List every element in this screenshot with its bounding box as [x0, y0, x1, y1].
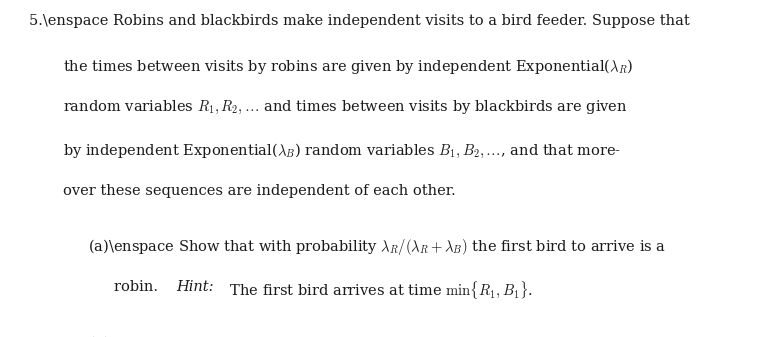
Text: The first bird arrives at time $\min\{R_1, B_1\}$.: The first bird arrives at time $\min\{R_… [225, 280, 533, 301]
Text: robin.: robin. [114, 280, 162, 294]
Text: random variables $R_1, R_2, \ldots$ and times between visits by blackbirds are g: random variables $R_1, R_2, \ldots$ and … [63, 99, 628, 116]
Text: by independent Exponential($\lambda_B$) random variables $B_1, B_2, \ldots$, and: by independent Exponential($\lambda_B$) … [63, 142, 621, 160]
Text: (a)\enspace Show that with probability $\lambda_R/(\lambda_R + \lambda_B)$ the f: (a)\enspace Show that with probability $… [88, 237, 667, 257]
Text: over these sequences are independent of each other.: over these sequences are independent of … [63, 184, 456, 198]
Text: 5.\enspace Robins and blackbirds make independent visits to a bird feeder. Suppo: 5.\enspace Robins and blackbirds make in… [29, 14, 690, 28]
Text: Hint:: Hint: [177, 280, 214, 294]
Text: (b)\enspace Given that $n$ birds have arrived by time $t$, find and identify the: (b)\enspace Given that $n$ birds have ar… [88, 334, 691, 337]
Text: the times between visits by robins are given by independent Exponential($\lambda: the times between visits by robins are g… [63, 57, 634, 75]
